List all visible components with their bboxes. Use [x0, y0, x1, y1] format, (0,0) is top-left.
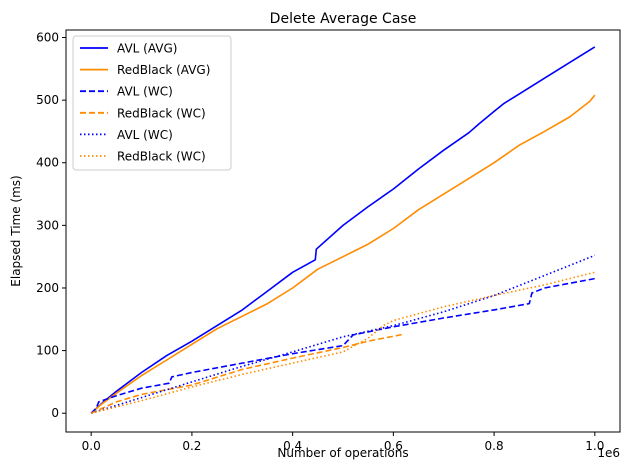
legend-label: AVL (WC): [117, 128, 173, 142]
series-line-0: [90, 46, 596, 414]
x-tick-label: 0.0: [82, 439, 101, 453]
y-axis-label: Elapsed Time (ms): [9, 175, 23, 286]
legend-label: AVL (WC): [117, 85, 173, 99]
y-tick-label: 600: [36, 31, 59, 45]
x-offset-label: 1e6: [597, 446, 620, 460]
y-tick-label: 400: [36, 156, 59, 170]
x-axis: 0.0 0.2 0.4 0.6 0.8 1.0: [82, 432, 604, 453]
x-tick-label: 0.6: [384, 439, 403, 453]
x-tick-label: 1.0: [585, 439, 604, 453]
legend: AVL (AVG) RedBlack (AVG) AVL (WC) RedBlack …: [72, 35, 232, 171]
x-tick-label: 0.2: [182, 439, 201, 453]
x-tick-label: 0.4: [283, 439, 302, 453]
y-tick-label: 0: [51, 406, 59, 420]
x-axis-label: Number of operations: [277, 446, 408, 460]
chart-title: Delete Average Case: [270, 11, 417, 27]
series-line-3: [90, 333, 404, 414]
y-axis: 0 100 200 300 400 500 600: [36, 31, 66, 420]
legend-label: RedBlack (WC): [117, 106, 206, 120]
legend-label: RedBlack (WC): [117, 150, 206, 164]
y-tick-label: 500: [36, 93, 59, 107]
y-tick-label: 200: [36, 281, 59, 295]
series-line-2: [90, 277, 595, 414]
legend-label: RedBlack (AVG): [117, 63, 210, 77]
y-tick-label: 300: [36, 218, 59, 232]
legend-label: AVL (AVG): [117, 42, 177, 56]
series-layer: [90, 46, 596, 414]
legend-box: [72, 35, 232, 171]
series-line-1: [90, 94, 596, 414]
legend-entries: AVL (AVG) RedBlack (AVG) AVL (WC) RedBlack …: [80, 42, 210, 164]
x-tick-label: 0.8: [485, 439, 504, 453]
plot-border: [65, 29, 621, 433]
series-line-5: [91, 271, 595, 414]
y-tick-label: 100: [36, 344, 59, 358]
